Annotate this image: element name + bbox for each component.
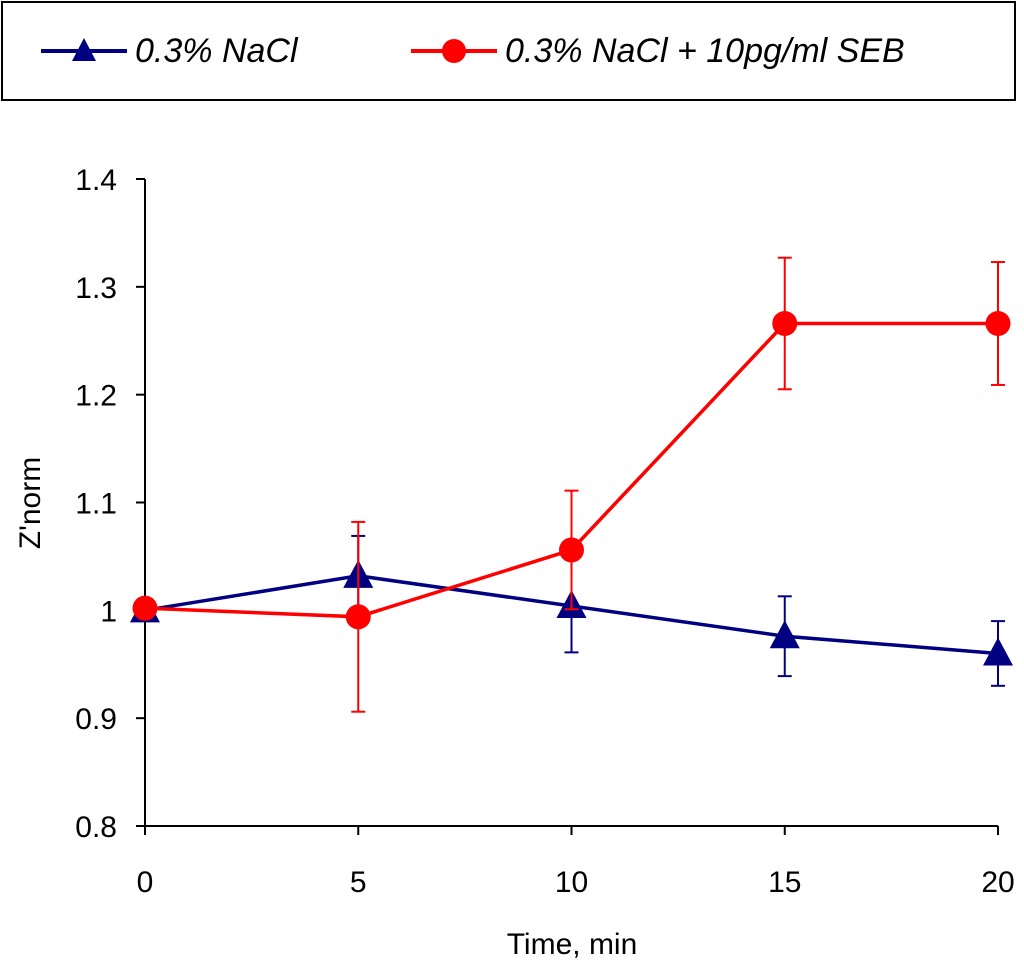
- x-axis-label: Time, min: [507, 928, 638, 961]
- legend-swatch-nacl-seb: [411, 39, 497, 63]
- legend-label-nacl: 0.3% NaCl: [135, 31, 298, 70]
- legend-swatch-nacl: [41, 38, 127, 61]
- y-tick-label: 0.9: [75, 703, 117, 736]
- legend-entry-nacl-seb[interactable]: 0.3% NaCl + 10pg/ml SEB: [409, 3, 905, 99]
- data-point: [559, 537, 584, 563]
- y-axis-label: Z'norm: [14, 457, 47, 549]
- legend-entry-nacl[interactable]: 0.3% NaCl: [39, 3, 298, 99]
- data-point: [985, 310, 1011, 336]
- y-tick-label: 1.4: [75, 164, 117, 197]
- x-tick-label: 5: [350, 866, 367, 899]
- y-tick-label: 0.8: [75, 811, 117, 844]
- y-tick-label: 1.1: [75, 488, 117, 521]
- series-layer: [130, 256, 1013, 713]
- data-point: [772, 310, 798, 336]
- legend: 0.3% NaCl 0.3% NaCl + 10pg/ml SEB: [1, 1, 1016, 101]
- x-tick-label: 15: [768, 866, 801, 899]
- data-point: [983, 637, 1013, 666]
- y-tick-label: 1.3: [75, 272, 117, 305]
- data-point: [345, 604, 371, 630]
- axes: 0.8 0.9 1 1.1 1.2 1.3 1.4 0 5 10 15 20: [75, 164, 1014, 899]
- data-point: [769, 620, 800, 649]
- y-tick-label: 1: [100, 595, 117, 628]
- data-point: [132, 595, 158, 621]
- legend-label-nacl-seb: 0.3% NaCl + 10pg/ml SEB: [505, 31, 905, 70]
- x-tick-label: 10: [555, 866, 588, 899]
- y-tick-label: 1.2: [75, 380, 117, 413]
- x-tick-label: 20: [981, 866, 1014, 899]
- series-nacl-seb: [132, 256, 1011, 713]
- x-tick-label: 0: [137, 866, 154, 899]
